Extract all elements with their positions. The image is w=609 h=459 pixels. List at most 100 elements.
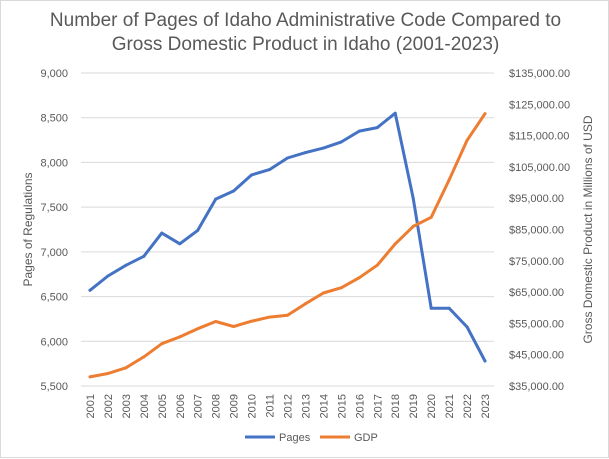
data-point-gdp xyxy=(393,242,397,246)
legend-label-gdp: GDP xyxy=(354,432,378,444)
left-tick-label: 9,000 xyxy=(40,68,68,80)
data-point-gdp xyxy=(106,371,110,375)
x-tick-label: 2021 xyxy=(444,394,456,418)
data-point-gdp xyxy=(250,319,254,323)
x-tick-label: 2010 xyxy=(247,394,259,418)
left-tick-label: 6,500 xyxy=(40,292,68,304)
data-point-pages xyxy=(142,254,146,258)
x-tick-label: 2023 xyxy=(480,394,492,418)
data-point-pages xyxy=(411,196,415,200)
data-point-pages xyxy=(393,111,397,115)
x-tick-label: 2005 xyxy=(157,394,169,418)
data-point-pages xyxy=(178,242,182,246)
x-tick-label: 2020 xyxy=(426,394,438,418)
right-tick-label: $65,000.00 xyxy=(509,287,564,299)
data-point-pages xyxy=(124,263,128,267)
data-point-pages xyxy=(232,189,236,193)
data-point-gdp xyxy=(124,366,128,370)
data-point-gdp xyxy=(142,355,146,359)
data-point-gdp xyxy=(483,112,487,116)
x-tick-label: 2011 xyxy=(265,394,277,418)
x-tick-label: 2012 xyxy=(283,394,295,418)
data-point-pages xyxy=(214,197,218,201)
data-point-pages xyxy=(196,228,200,232)
series-line-pages xyxy=(88,111,487,363)
data-point-gdp xyxy=(303,302,307,306)
x-tick-label: 2009 xyxy=(229,394,241,418)
right-tick-label: $75,000.00 xyxy=(509,256,564,268)
right-tick-label: $95,000.00 xyxy=(509,193,564,205)
data-point-gdp xyxy=(465,138,469,142)
data-point-pages xyxy=(465,325,469,329)
right-tick-label: $55,000.00 xyxy=(509,318,564,330)
gridlines xyxy=(81,72,494,342)
data-point-pages xyxy=(321,146,325,150)
x-tick-label: 2022 xyxy=(462,394,474,418)
data-point-gdp xyxy=(339,286,343,290)
right-tick-label: $35,000.00 xyxy=(509,381,564,393)
x-tick-label: 2002 xyxy=(103,394,115,418)
x-tick-label: 2004 xyxy=(139,394,151,418)
data-point-pages xyxy=(375,126,379,130)
x-tick-label: 2017 xyxy=(372,394,384,418)
data-point-gdp xyxy=(232,325,236,329)
data-point-gdp xyxy=(357,276,361,280)
x-tick-label: 2018 xyxy=(390,394,402,418)
right-tick-label: $115,000.00 xyxy=(509,131,569,143)
x-tick-label: 2008 xyxy=(211,394,223,418)
x-tick-label: 2019 xyxy=(408,394,420,418)
right-tick-label: $125,000.00 xyxy=(509,99,570,111)
data-point-gdp xyxy=(321,291,325,295)
x-tick-label: 2016 xyxy=(354,394,366,418)
data-point-gdp xyxy=(214,320,218,324)
left-tick-label: 5,500 xyxy=(40,381,68,393)
right-tick-label: $45,000.00 xyxy=(509,350,564,362)
legend: Pages GDP xyxy=(245,432,378,444)
data-point-pages xyxy=(286,156,289,160)
data-point-gdp xyxy=(178,335,182,339)
right-tick-label: $105,000.00 xyxy=(509,162,570,174)
series-line-gdp xyxy=(88,112,487,379)
right-tick-label: $85,000.00 xyxy=(509,225,564,237)
data-point-gdp xyxy=(375,263,379,267)
legend-label-pages: Pages xyxy=(279,432,311,444)
left-tick-label: 8,000 xyxy=(40,157,68,169)
data-point-pages xyxy=(429,306,433,310)
x-tick-label: 2003 xyxy=(121,394,133,418)
data-point-gdp xyxy=(286,313,289,317)
chart-title-line-1: Number of Pages of Idaho Administrative … xyxy=(49,10,562,31)
data-point-pages xyxy=(303,151,307,155)
x-tick-label: 2013 xyxy=(300,394,312,418)
x-tick-label: 2007 xyxy=(193,394,205,418)
data-point-gdp xyxy=(447,178,451,182)
data-point-pages xyxy=(250,173,254,177)
right-axis-label: Gross Domestic Product in Millions of US… xyxy=(581,115,595,343)
x-tick-label: 2014 xyxy=(318,394,330,418)
data-point-gdp xyxy=(268,315,272,319)
left-tick-label: 7,500 xyxy=(40,202,68,214)
x-tick-label: 2001 xyxy=(85,394,97,418)
left-tick-label: 8,500 xyxy=(40,113,68,125)
data-point-gdp xyxy=(160,342,164,346)
data-point-pages xyxy=(160,231,164,235)
chart-title-line-2: Gross Domestic Product in Idaho (2001-20… xyxy=(111,34,500,55)
data-point-pages xyxy=(339,140,343,144)
data-point-gdp xyxy=(196,327,200,331)
data-point-gdp xyxy=(411,224,415,228)
data-point-pages xyxy=(447,306,451,310)
x-tick-label: 2006 xyxy=(175,394,187,418)
left-axis-tick-labels: 5,500 6,000 6,500 7,000 7,500 8,000 8,500 9,000 xyxy=(40,68,68,393)
x-axis-tick-labels: 2001 2002 2003 2004 2005 2006 2007 2008 2009 2010… xyxy=(85,394,492,418)
left-tick-label: 6,000 xyxy=(40,336,68,348)
x-tick-label: 2015 xyxy=(336,394,348,418)
data-point-pages xyxy=(88,288,92,292)
data-point-pages xyxy=(106,274,110,278)
left-tick-label: 7,000 xyxy=(40,247,68,259)
data-point-pages xyxy=(357,129,361,133)
data-point-gdp xyxy=(88,375,92,379)
series-lines xyxy=(88,111,487,379)
chart-title: Number of Pages of Idaho Administrative … xyxy=(1,9,609,57)
right-tick-label: $135,000.00 xyxy=(509,68,570,80)
